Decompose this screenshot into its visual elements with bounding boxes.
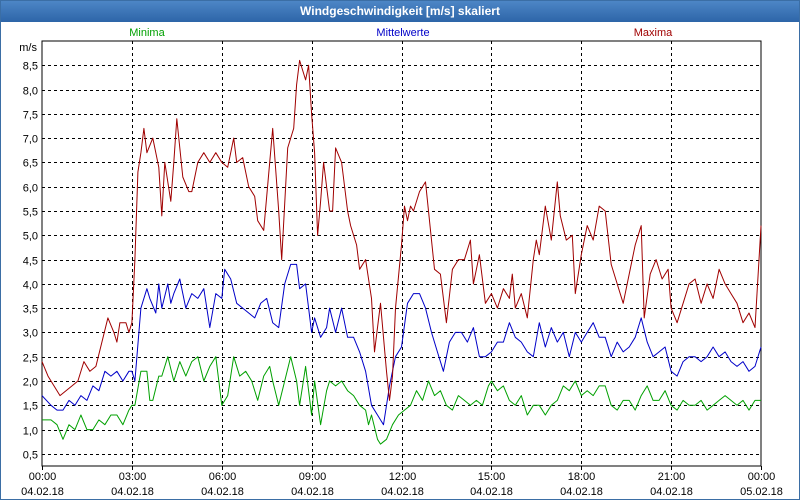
x-tick-date: 04.02.18 bbox=[470, 486, 513, 498]
series-line-maxima bbox=[41, 59, 762, 401]
window-title: Windgeschwindigkeit [m/s] skaliert bbox=[1, 1, 799, 22]
y-tick-label: 7,0 bbox=[23, 134, 38, 146]
y-tick-label: 3,5 bbox=[23, 304, 38, 316]
y-tick-label: 6,5 bbox=[23, 158, 38, 170]
series-line-minima bbox=[42, 356, 761, 445]
y-tick-label: 1,0 bbox=[23, 426, 38, 438]
plot-area bbox=[41, 40, 762, 467]
x-tick-time: 06:00 bbox=[209, 471, 237, 483]
x-tick-time: 21:00 bbox=[658, 471, 686, 483]
x-tick-date: 04.02.18 bbox=[201, 486, 244, 498]
x-tick-time: 03:00 bbox=[119, 471, 147, 483]
x-tick-time: 12:00 bbox=[389, 471, 417, 483]
legend-minima: Minima bbox=[129, 27, 165, 39]
y-tick-label: 8,0 bbox=[23, 86, 38, 98]
y-tick-label: 0,5 bbox=[23, 450, 38, 462]
x-tick-date: 04.02.18 bbox=[381, 486, 424, 498]
series-line-mittelwerte bbox=[41, 263, 762, 426]
x-tick-date: 04.02.18 bbox=[560, 486, 603, 498]
y-tick-label: 2,5 bbox=[23, 353, 38, 365]
x-tick-time: 00:00 bbox=[748, 471, 776, 483]
x-tick-date: 04.02.18 bbox=[650, 486, 693, 498]
y-tick-label: 4,0 bbox=[23, 280, 38, 292]
y-tick-label: 6,0 bbox=[23, 183, 38, 195]
y-tick-label: 5,5 bbox=[23, 207, 38, 219]
y-tick-label: 2,0 bbox=[23, 377, 38, 389]
x-tick-time: 09:00 bbox=[299, 471, 327, 483]
y-axis-unit: m/s bbox=[19, 42, 37, 54]
x-tick-time: 00:00 bbox=[29, 471, 57, 483]
y-tick-label: 8,5 bbox=[23, 61, 38, 73]
x-tick-time: 18:00 bbox=[568, 471, 596, 483]
x-tick-date: 04.02.18 bbox=[291, 486, 334, 498]
y-tick-label: 3,0 bbox=[23, 328, 38, 340]
y-tick-label: 1,5 bbox=[23, 401, 38, 413]
x-tick-date: 04.02.18 bbox=[21, 486, 64, 498]
y-tick-label: 7,5 bbox=[23, 110, 38, 122]
legend-mittelwerte: Mittelwerte bbox=[376, 27, 429, 39]
x-tick-time: 15:00 bbox=[478, 471, 506, 483]
x-tick-date: 04.02.18 bbox=[111, 486, 154, 498]
x-tick-date: 05.02.18 bbox=[740, 486, 783, 498]
legend-maxima: Maxima bbox=[634, 27, 673, 39]
y-tick-label: 4,5 bbox=[23, 256, 38, 268]
y-tick-label: 5,0 bbox=[23, 231, 38, 243]
